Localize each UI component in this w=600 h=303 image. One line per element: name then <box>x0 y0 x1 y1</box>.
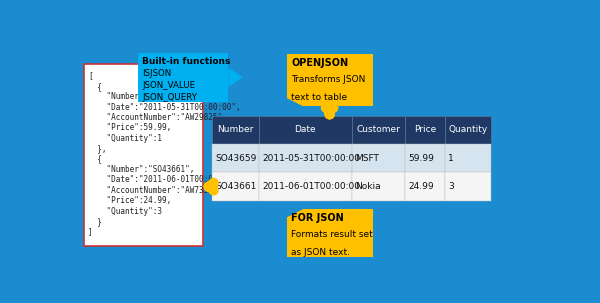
Text: Price: Price <box>414 125 436 134</box>
Polygon shape <box>287 209 304 218</box>
Text: MSFT: MSFT <box>355 154 379 163</box>
Text: text to table: text to table <box>291 93 347 102</box>
Text: Nokia: Nokia <box>355 182 380 191</box>
Polygon shape <box>229 67 243 87</box>
Text: Customer: Customer <box>356 125 400 134</box>
Polygon shape <box>287 98 304 106</box>
FancyBboxPatch shape <box>259 144 352 172</box>
FancyBboxPatch shape <box>445 116 491 144</box>
FancyBboxPatch shape <box>405 116 445 144</box>
Text: OPENJSON: OPENJSON <box>291 58 349 68</box>
Text: Built-in functions: Built-in functions <box>142 57 231 66</box>
Text: JSON_VALUE: JSON_VALUE <box>142 81 196 90</box>
FancyBboxPatch shape <box>259 172 352 201</box>
Text: as JSON text.: as JSON text. <box>291 248 350 257</box>
FancyBboxPatch shape <box>259 116 352 144</box>
FancyBboxPatch shape <box>287 54 373 106</box>
FancyBboxPatch shape <box>445 144 491 172</box>
Text: 2011-05-31T00:00:00: 2011-05-31T00:00:00 <box>262 154 360 163</box>
FancyBboxPatch shape <box>352 144 405 172</box>
FancyBboxPatch shape <box>212 144 259 172</box>
Text: [
  {
    "Number":"SO43659",
    "Date":"2011-05-31T00:00:00",
    "AccountNumb: [ { "Number":"SO43659", "Date":"2011-05-… <box>88 71 241 236</box>
Text: Transforms JSON: Transforms JSON <box>291 75 365 84</box>
FancyBboxPatch shape <box>84 64 203 246</box>
Text: 3: 3 <box>448 182 454 191</box>
Text: 1: 1 <box>448 154 454 163</box>
Text: FOR JSON: FOR JSON <box>291 213 344 223</box>
Text: SO43659: SO43659 <box>215 154 257 163</box>
FancyBboxPatch shape <box>287 209 373 257</box>
FancyBboxPatch shape <box>212 172 259 201</box>
FancyBboxPatch shape <box>405 144 445 172</box>
Text: 2011-06-01T00:00:00: 2011-06-01T00:00:00 <box>262 182 360 191</box>
Text: 24.99: 24.99 <box>409 182 434 191</box>
Text: Quantity: Quantity <box>448 125 488 134</box>
Text: 59.99: 59.99 <box>409 154 434 163</box>
Text: Formats result set: Formats result set <box>291 230 373 239</box>
Text: Date: Date <box>295 125 316 134</box>
FancyBboxPatch shape <box>138 53 229 102</box>
Text: ISJSON: ISJSON <box>142 69 172 78</box>
FancyBboxPatch shape <box>352 116 405 144</box>
Text: Number: Number <box>217 125 254 134</box>
Text: SO43661: SO43661 <box>215 182 257 191</box>
Text: JSON_QUERY: JSON_QUERY <box>142 93 197 102</box>
FancyBboxPatch shape <box>212 116 259 144</box>
FancyBboxPatch shape <box>405 172 445 201</box>
FancyBboxPatch shape <box>445 172 491 201</box>
FancyBboxPatch shape <box>352 172 405 201</box>
